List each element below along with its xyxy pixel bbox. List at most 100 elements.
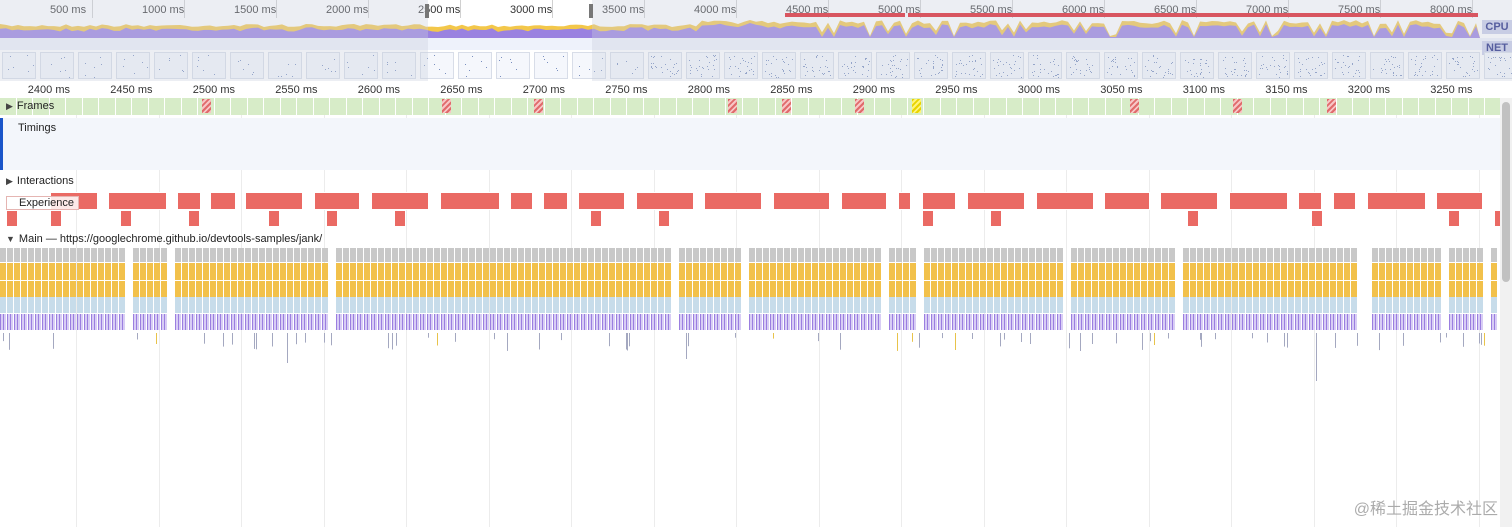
task-column[interactable] <box>315 248 321 333</box>
task-column[interactable] <box>1323 248 1329 333</box>
layout-shift-cluster[interactable] <box>268 210 280 227</box>
task-column[interactable] <box>287 248 293 333</box>
vertical-scrollbar[interactable] <box>1500 98 1512 527</box>
task-column[interactable] <box>1078 248 1084 333</box>
frame[interactable] <box>644 98 660 115</box>
task-column[interactable] <box>812 248 818 333</box>
task-column[interactable] <box>651 248 657 333</box>
task-column[interactable] <box>1393 248 1399 333</box>
layout-shift[interactable] <box>314 192 360 210</box>
frame[interactable] <box>792 98 809 115</box>
frame[interactable] <box>413 98 429 115</box>
task-column[interactable] <box>784 248 790 333</box>
task-column[interactable] <box>1281 248 1287 333</box>
task-column[interactable] <box>973 248 979 333</box>
task-column[interactable] <box>574 248 580 333</box>
task-column[interactable] <box>854 248 860 333</box>
task-column[interactable] <box>987 248 993 333</box>
task-column[interactable] <box>1127 248 1133 333</box>
frame[interactable] <box>314 98 330 115</box>
layout-shift[interactable] <box>1104 192 1150 210</box>
task-column[interactable] <box>868 248 874 333</box>
task-column[interactable] <box>308 248 314 333</box>
task-column[interactable] <box>735 248 741 333</box>
task-column[interactable] <box>0 248 6 333</box>
task-column[interactable] <box>336 248 342 333</box>
experience-track[interactable] <box>0 192 1506 228</box>
expand-triangle-icon[interactable]: ▶ <box>6 176 13 186</box>
task-column[interactable] <box>1218 248 1224 333</box>
task-column[interactable] <box>1463 248 1469 333</box>
frame[interactable] <box>924 98 941 115</box>
layout-shift[interactable] <box>841 192 887 210</box>
layout-shift[interactable] <box>1229 192 1288 210</box>
task-column[interactable] <box>679 248 685 333</box>
frame[interactable] <box>1436 98 1452 115</box>
frame[interactable] <box>1386 98 1403 115</box>
task-column[interactable] <box>1162 248 1168 333</box>
task-column[interactable] <box>756 248 762 333</box>
frame[interactable] <box>611 98 627 115</box>
layout-shift[interactable] <box>922 192 956 210</box>
task-column[interactable] <box>945 248 951 333</box>
task-column[interactable] <box>273 248 279 333</box>
layout-shift[interactable] <box>967 192 1025 210</box>
frame[interactable] <box>462 98 479 115</box>
task-column[interactable] <box>658 248 664 333</box>
dropped-frame[interactable] <box>1233 99 1242 113</box>
task-column[interactable] <box>385 248 391 333</box>
frame[interactable] <box>66 98 83 115</box>
layout-shift[interactable] <box>210 192 236 210</box>
task-column[interactable] <box>154 248 160 333</box>
frame[interactable] <box>1188 98 1205 115</box>
task-column[interactable] <box>84 248 90 333</box>
task-column[interactable] <box>1106 248 1112 333</box>
scrollbar-thumb[interactable] <box>1502 102 1510 282</box>
frame[interactable] <box>710 98 726 115</box>
task-column[interactable] <box>504 248 510 333</box>
layout-shift[interactable] <box>543 192 568 210</box>
task-column[interactable] <box>266 248 272 333</box>
task-column[interactable] <box>1295 248 1301 333</box>
task-column[interactable] <box>896 248 902 333</box>
task-column[interactable] <box>511 248 517 333</box>
task-column[interactable] <box>1477 248 1483 333</box>
task-column[interactable] <box>1337 248 1343 333</box>
layout-shift[interactable] <box>1436 192 1483 210</box>
frame[interactable] <box>1271 98 1287 115</box>
task-column[interactable] <box>1113 248 1119 333</box>
task-column[interactable] <box>350 248 356 333</box>
frame[interactable] <box>116 98 132 115</box>
dropped-frame[interactable] <box>202 99 211 113</box>
frame[interactable] <box>446 98 462 115</box>
frame[interactable] <box>1205 98 1221 115</box>
frame[interactable] <box>1139 98 1155 115</box>
task-column[interactable] <box>91 248 97 333</box>
frame[interactable] <box>1370 98 1386 115</box>
partial-frame[interactable] <box>912 99 921 113</box>
frame[interactable] <box>248 98 264 115</box>
layout-shift[interactable] <box>440 192 500 210</box>
frame[interactable] <box>330 98 347 115</box>
task-column[interactable] <box>994 248 1000 333</box>
task-column[interactable] <box>567 248 573 333</box>
task-column[interactable] <box>1379 248 1385 333</box>
dropped-frame[interactable] <box>728 99 737 113</box>
task-column[interactable] <box>1155 248 1161 333</box>
frame[interactable] <box>1238 98 1254 115</box>
frame[interactable] <box>182 98 198 115</box>
task-column[interactable] <box>42 248 48 333</box>
task-column[interactable] <box>1386 248 1392 333</box>
expand-triangle-icon[interactable]: ▶ <box>6 101 13 111</box>
task-column[interactable] <box>1302 248 1308 333</box>
task-column[interactable] <box>1470 248 1476 333</box>
task-column[interactable] <box>259 248 265 333</box>
task-column[interactable] <box>1169 248 1175 333</box>
task-column[interactable] <box>518 248 524 333</box>
task-column[interactable] <box>147 248 153 333</box>
task-column[interactable] <box>420 248 426 333</box>
layout-shift[interactable] <box>636 192 694 210</box>
frame[interactable] <box>479 98 495 115</box>
task-column[interactable] <box>357 248 363 333</box>
frame[interactable] <box>363 98 380 115</box>
